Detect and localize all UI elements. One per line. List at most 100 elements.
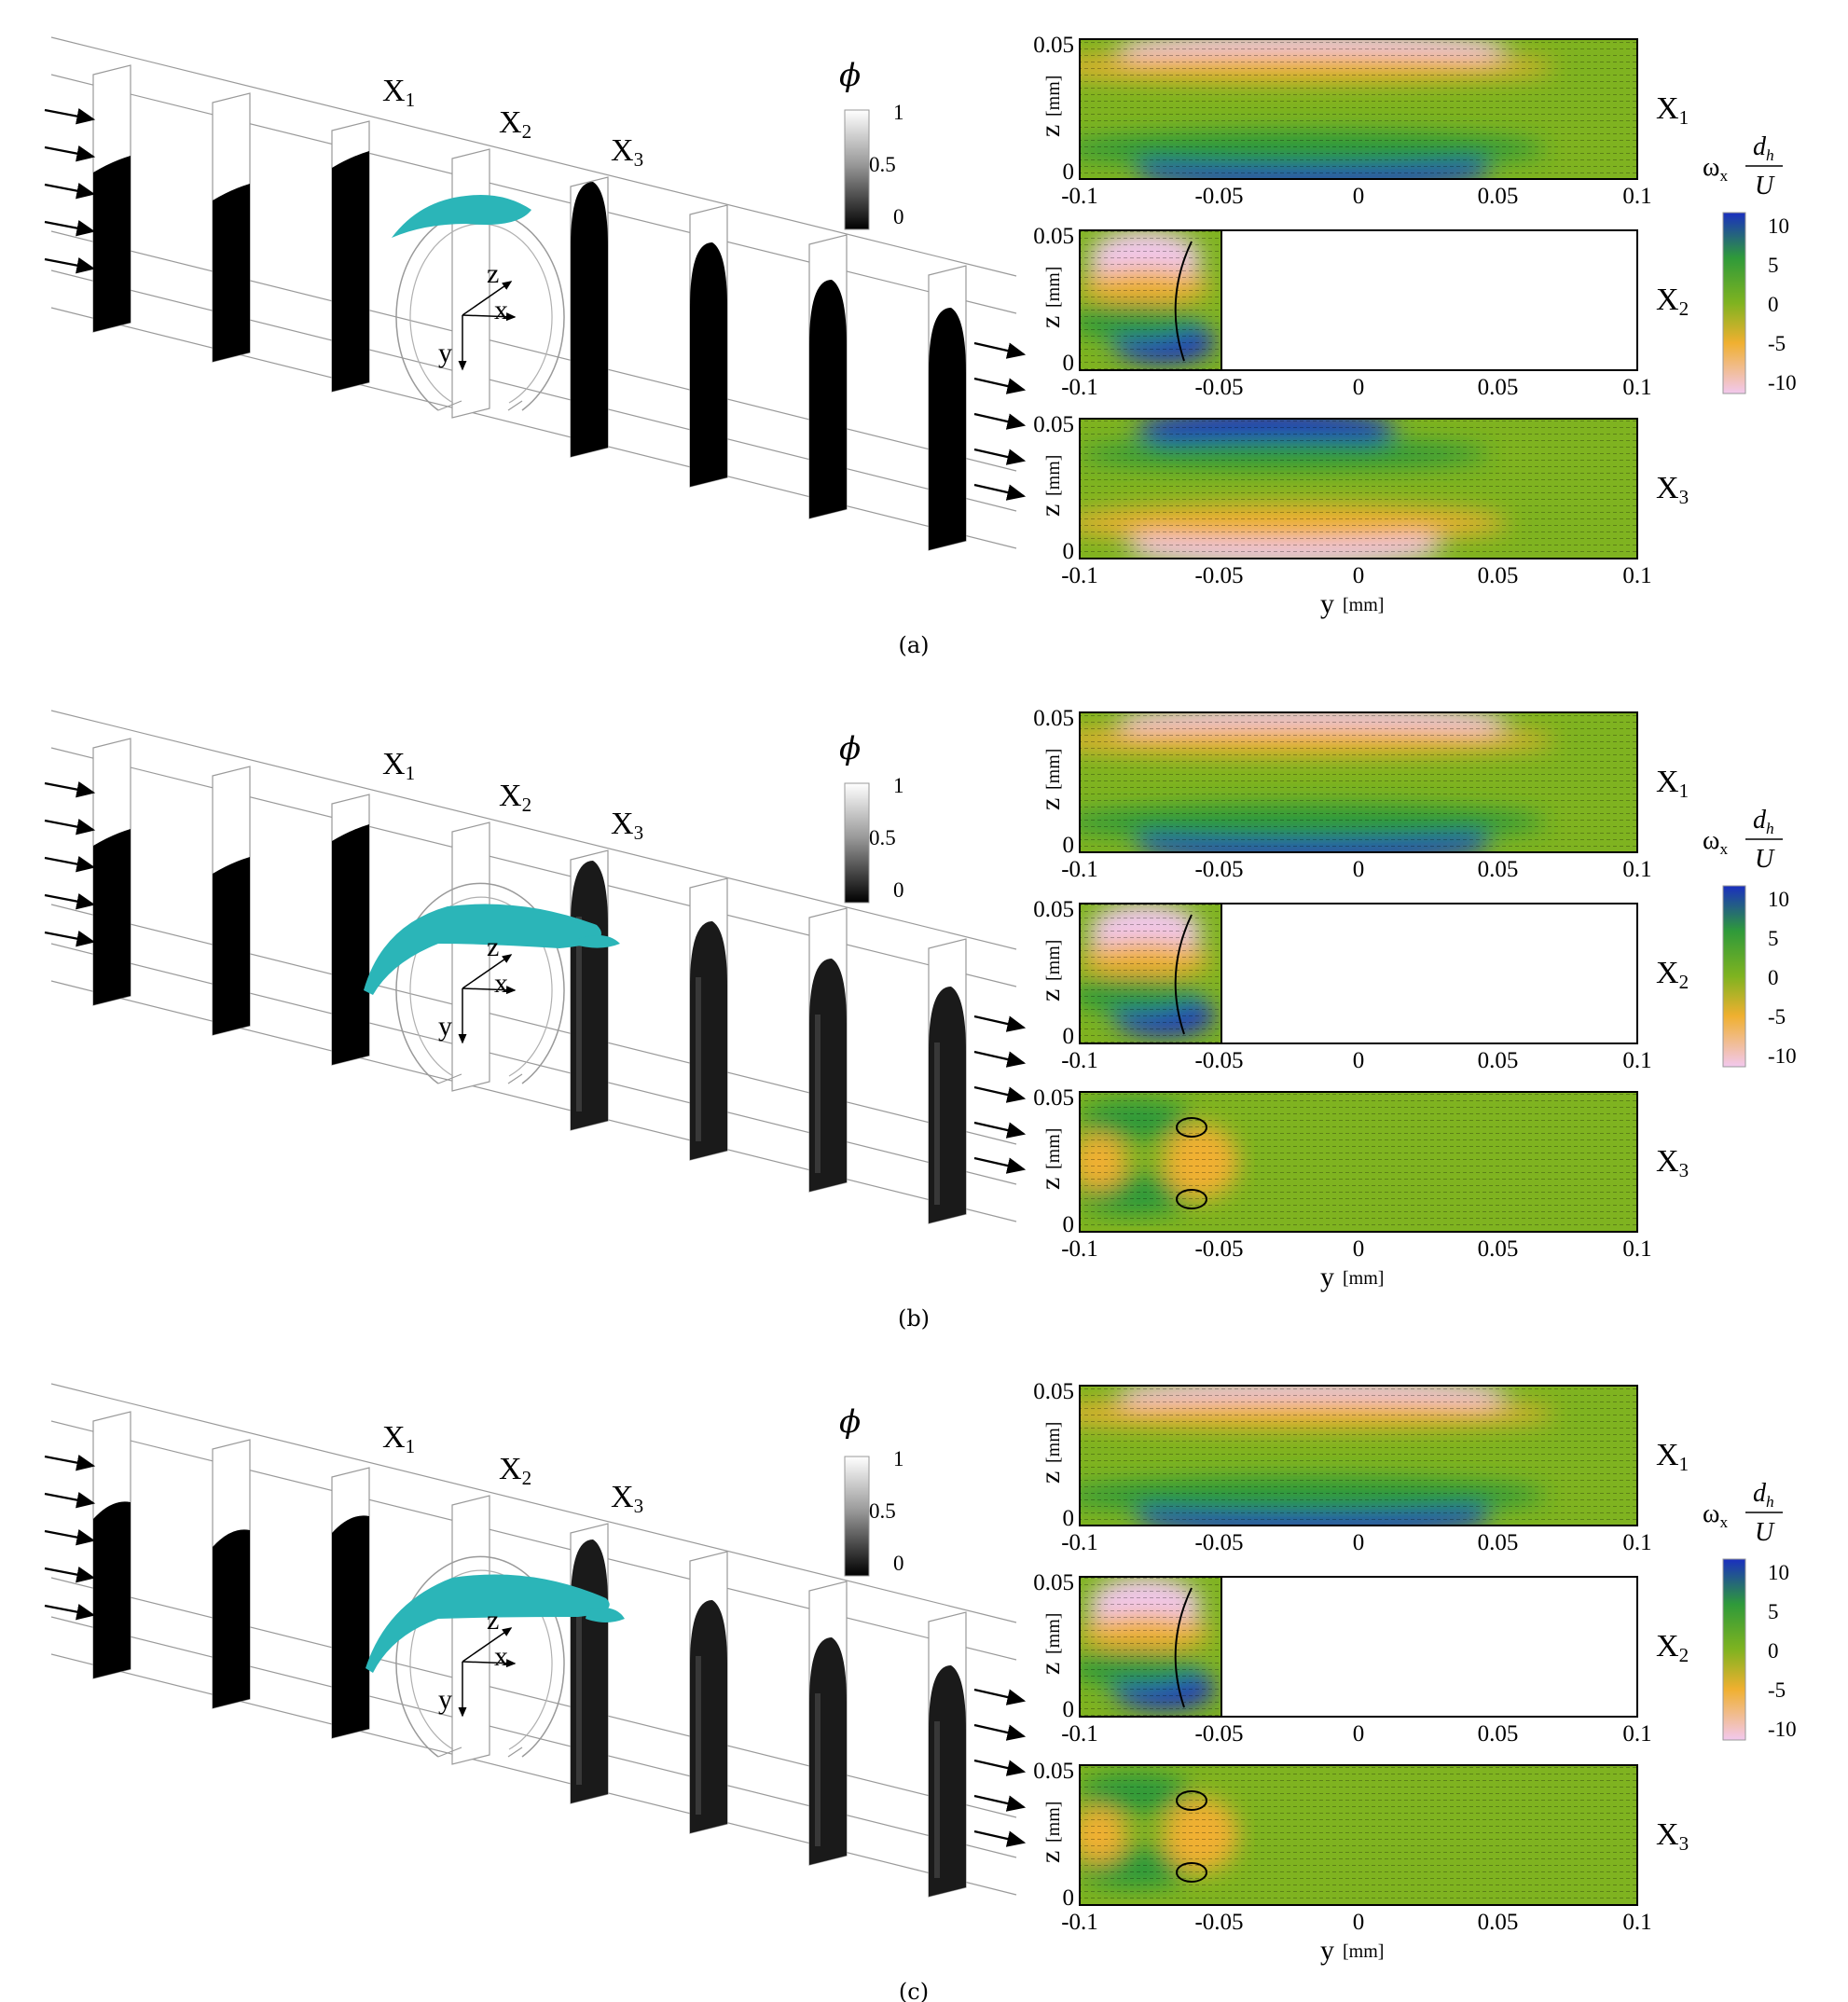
vorticity-field — [1080, 1386, 1637, 1526]
vorticity-plots: -0.1 -0.05 0 0.05 0.1 0.05 0 z [mm] X1 -0.1 -0.05 0 0… — [1033, 1379, 1797, 1966]
velocity-vectors — [1080, 1577, 1221, 1717]
phase-slice — [689, 1551, 728, 1834]
phi-colorbar-title: ϕ — [839, 57, 861, 94]
interface-contour — [1176, 1189, 1207, 1209]
x-tick-label: -0.05 — [1194, 563, 1243, 588]
plot-station-label: X1 — [1656, 91, 1689, 129]
y-tick-label: 0.05 — [1033, 1085, 1074, 1111]
axes-triad: zx y — [438, 1605, 517, 1718]
station-label-x2: X2 — [499, 779, 531, 816]
y-tick-label: 0.05 — [1033, 224, 1074, 249]
vorticity-colorbar-gradient — [1722, 1558, 1746, 1741]
vorticity-colorbar-gradient — [1722, 212, 1746, 394]
plot-frame — [1079, 38, 1638, 180]
station-label-x1: X1 — [382, 747, 415, 784]
mixing-streak — [576, 1595, 582, 1785]
station-label-x1: X1 — [382, 74, 415, 111]
phi-tick: 0 — [893, 878, 904, 902]
triad-x-axis — [462, 1659, 517, 1668]
triad-y-label: y — [438, 1684, 452, 1715]
station-label-x1: X1 — [382, 1420, 415, 1457]
y-axis-label: z [mm] — [1035, 1613, 1066, 1675]
x-tick-label: -0.1 — [1061, 184, 1098, 209]
vorticity-norm-numerator: dh — [1753, 132, 1774, 164]
x-tick-label: -0.05 — [1194, 857, 1243, 882]
plot-station-label: X2 — [1656, 956, 1689, 993]
phase-slice — [928, 265, 967, 551]
liquid-phase — [332, 151, 369, 392]
liquid-phase — [690, 242, 727, 487]
y-axis-symbol: z — [1035, 1471, 1066, 1484]
x-tick-label: 0.1 — [1622, 1721, 1651, 1747]
liquid-phase — [929, 308, 966, 550]
plot-station-label: X1 — [1656, 1438, 1689, 1475]
droplet-tip — [586, 1607, 625, 1622]
velocity-vectors — [1080, 712, 1637, 852]
phase-slice — [451, 1495, 490, 1765]
y-axis-label: z [mm] — [1035, 455, 1066, 517]
mixing-streak — [815, 1015, 821, 1173]
phi-colorbar-title: ϕ — [839, 730, 861, 767]
droplet-tip — [578, 935, 620, 948]
phi-tick: 0.5 — [869, 153, 896, 176]
x-tick-label: 0 — [1353, 563, 1365, 588]
y-axis-symbol: z — [1035, 125, 1066, 137]
vorticity-plot-x2: -0.1 -0.05 0 0.05 0.1 0.05 0 z [mm] X2 — [1033, 224, 1689, 400]
triad-x-label: x — [494, 295, 508, 325]
phase-slice — [570, 176, 609, 458]
triad-y-label: y — [438, 338, 452, 368]
vorticity-tick: -5 — [1768, 1005, 1786, 1029]
y-tick-label: 0 — [1063, 1697, 1075, 1722]
vorticity-norm-numerator: dh — [1753, 1479, 1774, 1511]
outlet-flow-arrow — [973, 1723, 1027, 1741]
droplet-body — [392, 195, 531, 238]
phase-slice — [451, 822, 490, 1092]
plot-station-label: X2 — [1656, 1629, 1689, 1666]
x-tick-label: 0.05 — [1478, 1048, 1519, 1073]
phase-slice — [928, 1611, 967, 1898]
vorticity-tick: 5 — [1768, 927, 1779, 950]
outlet-flow-arrow — [973, 1015, 1027, 1032]
phi-tick: 0.5 — [869, 826, 896, 849]
x-tick-label: 0.1 — [1622, 857, 1651, 882]
station-label-x2: X2 — [499, 105, 531, 143]
outlet-flow-arrow — [973, 1829, 1027, 1847]
vorticity-plot-x1: -0.1 -0.05 0 0.05 0.1 0.05 0 z [mm] X1 — [1033, 33, 1689, 209]
station-label-x3: X3 — [611, 1480, 643, 1517]
phi-tick: 0 — [893, 1552, 904, 1575]
y-axis-label: z [mm] — [1035, 940, 1066, 1001]
y-axis-unit: [mm] — [1043, 1128, 1064, 1169]
droplet-body — [365, 1574, 610, 1673]
plot-station-label: X2 — [1656, 283, 1689, 320]
y-axis-unit: [mm] — [1043, 749, 1064, 790]
y-axis-symbol: z — [1035, 1851, 1066, 1863]
channel-edge-line — [50, 1616, 1017, 1858]
ring-outer — [395, 882, 565, 1084]
x-tick-label: -0.1 — [1061, 857, 1098, 882]
vorticity-norm-denominator: U — [1755, 1518, 1775, 1547]
vorticity-tick: 10 — [1768, 888, 1789, 911]
liquid-phase — [93, 829, 131, 1005]
slice-outline — [451, 822, 490, 1092]
interface-contour — [1174, 241, 1193, 362]
phi-tick: 0.5 — [869, 1499, 896, 1523]
y-tick-label: 0.05 — [1033, 412, 1074, 437]
vorticity-symbol: ωx — [1703, 1499, 1728, 1531]
inlet-flow-arrow — [44, 781, 96, 798]
vorticity-tick: -10 — [1768, 1718, 1797, 1741]
y-tick-label: 0.05 — [1033, 897, 1074, 922]
ring-gap — [437, 1747, 523, 1758]
inlet-flow-arrow — [44, 1529, 96, 1546]
y-axis-symbol: z — [1035, 1178, 1066, 1190]
y-tick-label: 0 — [1063, 351, 1075, 376]
interface-contour — [1176, 1117, 1207, 1138]
axes-triad: zx y — [438, 932, 517, 1044]
outlet-flow-arrow — [973, 1794, 1027, 1812]
plot-frame — [1079, 903, 1638, 1044]
vorticity-field — [1080, 904, 1221, 1043]
vorticity-tick: 0 — [1768, 1639, 1779, 1663]
channel-edge-line — [50, 747, 1017, 987]
phase-slice — [92, 738, 131, 1006]
vorticity-plots: -0.1 -0.05 0 0.05 0.1 0.05 0 z [mm] X1 -0.1 -0.05 0 0… — [1033, 33, 1796, 619]
